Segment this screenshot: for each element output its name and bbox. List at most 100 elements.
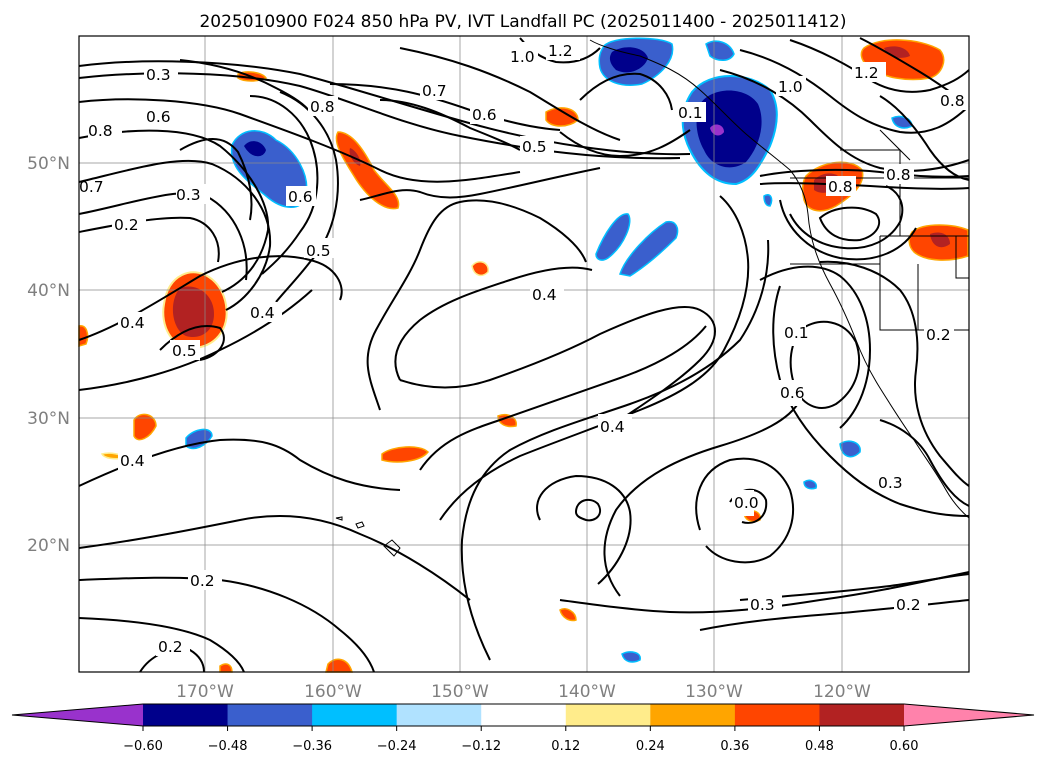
colorbar-bin (650, 704, 736, 726)
anomaly-blob (133, 413, 157, 441)
contour-line (460, 239, 770, 661)
contour-label: 0.8 (310, 98, 335, 116)
contour-label: 0.4 (600, 418, 625, 436)
hawaii-island (383, 539, 401, 557)
contour-label: 0.5 (172, 342, 197, 360)
anomaly-blob (621, 651, 641, 663)
contour-line (574, 498, 602, 522)
colorbar-extend-low (12, 704, 143, 726)
longitude-label: 160°W (304, 682, 362, 702)
contour-label: 0.6 (472, 106, 497, 124)
longitude-label: 130°W (685, 682, 743, 702)
colorbar-tick-label: −0.24 (377, 739, 417, 754)
contour-line (78, 98, 521, 183)
latitude-label: 40°N (27, 281, 70, 301)
latitude-labels: 50°N 40°N 30°N 20°N (27, 154, 70, 556)
contour-line (603, 399, 801, 597)
hawaii-island (355, 521, 365, 529)
colorbar-tick-label: 0.36 (720, 739, 749, 754)
contour-line (399, 305, 716, 421)
contour-line (695, 457, 795, 564)
contour-label: 0.0 (734, 494, 759, 512)
contour-label: 0.4 (120, 452, 145, 470)
longitude-labels: 170°W 160°W 150°W 140°W 130°W 120°W (176, 682, 871, 702)
contour-line (536, 474, 632, 585)
contour-line (399, 47, 621, 141)
colorbar: −0.60 −0.48 −0.36 −0.24 −0.12 0.12 0.24 0.36 0.4… (11, 703, 1035, 754)
contour-line (759, 168, 970, 178)
anomaly-blob (803, 479, 818, 490)
colorbar-tick-label: −0.12 (461, 739, 501, 754)
anomaly-blob (705, 40, 735, 61)
contour-line (439, 195, 750, 521)
contour-line (275, 91, 339, 303)
anomaly-blob (78, 325, 89, 347)
colorbar-bin (143, 704, 229, 726)
contour-label: 0.2 (190, 572, 215, 590)
colorbar-tick-label: 0.48 (805, 739, 834, 754)
contour-line (699, 599, 970, 631)
colorbar-bin (396, 704, 482, 726)
contour-label: 0.1 (784, 324, 809, 342)
anomaly-blob (244, 141, 266, 157)
colorbar-bin (227, 704, 313, 726)
contour-label: 0.4 (532, 286, 557, 304)
contour-line (719, 69, 970, 172)
latitude-label: 50°N (27, 154, 70, 174)
contour-line (159, 325, 225, 361)
longitude-label: 140°W (558, 682, 616, 702)
anomaly-blob (763, 194, 773, 207)
anomaly-blob (219, 663, 233, 673)
colorbar-tick-label: 0.24 (636, 739, 665, 754)
contour-line (818, 206, 881, 242)
contour-label: 0.3 (750, 596, 775, 614)
map-title: 2025010900 F024 850 hPa PV, IVT Landfall… (199, 12, 846, 32)
contour-line (819, 260, 970, 487)
contour-label: 0.8 (88, 122, 113, 140)
shaded-anomaly-areas (78, 37, 969, 673)
contour-line (759, 182, 970, 190)
contour-line (789, 39, 970, 93)
colorbar-bin (565, 704, 651, 726)
anomaly-blob (381, 446, 430, 463)
contour-label: 0.3 (176, 186, 201, 204)
map-frame (78, 35, 970, 673)
contour-line (379, 99, 521, 151)
contour-label: 0.8 (828, 178, 853, 196)
contour-line (394, 266, 593, 381)
longitude-label: 170°W (176, 682, 234, 702)
state-border (955, 236, 969, 279)
contour-line (419, 325, 707, 471)
contour-line (78, 159, 272, 311)
contour-label: 0.6 (780, 384, 805, 402)
contour-label: 0.8 (940, 92, 965, 110)
contour-line (329, 83, 561, 131)
anomaly-blob (172, 286, 214, 338)
contour-line (78, 72, 681, 160)
colorbar-bin (312, 704, 398, 726)
contour-label: 0.3 (146, 66, 171, 84)
contour-line (78, 617, 245, 673)
contour-labels: 0.3 0.6 0.8 0.7 0.3 0.2 0.6 0.5 0.4 0.5 … (79, 40, 969, 656)
anomaly-blob (349, 148, 361, 166)
longitude-label: 150°W (431, 682, 489, 702)
contour-line (78, 576, 375, 673)
contour-line (249, 95, 319, 275)
colorbar-tick-label: 0.60 (890, 739, 919, 754)
contour-label: 1.0 (510, 48, 535, 66)
anomaly-blob (619, 220, 679, 277)
state-border (879, 129, 911, 161)
contour-line (559, 129, 691, 158)
contour-label: 0.2 (158, 638, 183, 656)
anomaly-blob (609, 47, 648, 73)
north-america-coast (589, 39, 970, 519)
colorbar-tick-label: −0.60 (123, 739, 163, 754)
ivt-contours (78, 37, 970, 673)
colorbar-tick-label: −0.36 (292, 739, 332, 754)
contour-line (759, 265, 872, 429)
anomaly-blob (696, 90, 762, 168)
contour-line (772, 285, 970, 517)
contour-label: 0.5 (306, 242, 331, 260)
colorbar-bin (734, 704, 820, 726)
colorbar-tick-label: −0.48 (208, 739, 248, 754)
